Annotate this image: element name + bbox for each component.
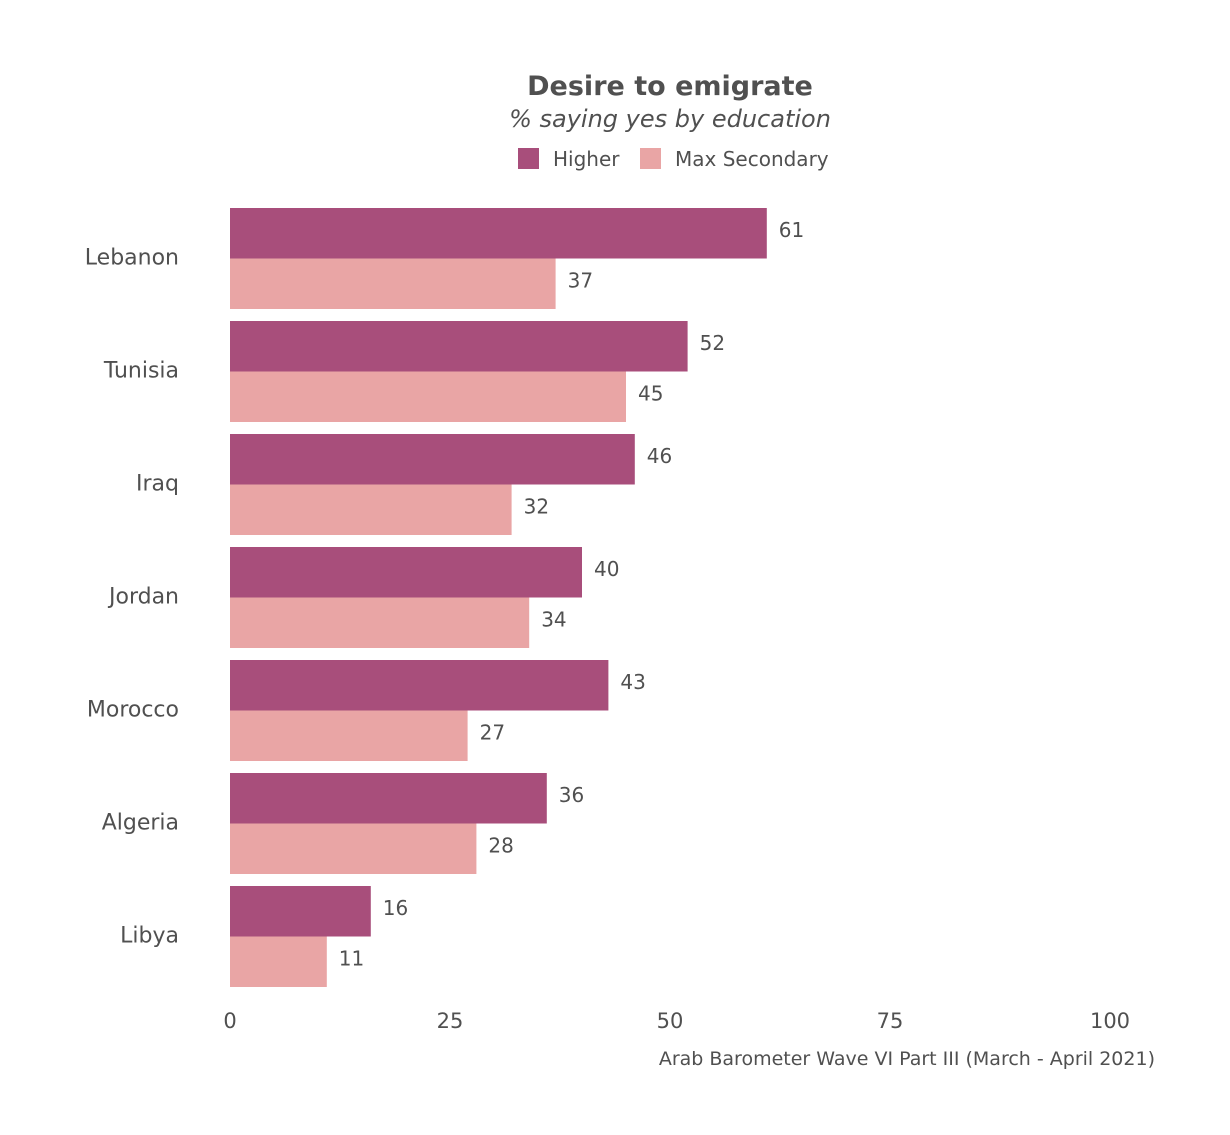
category-label-iraq: Iraq — [136, 472, 179, 497]
data-label-jordan-higher: 40 — [594, 557, 619, 581]
bar-libya-higher — [230, 886, 371, 937]
data-label-libya-higher: 16 — [383, 896, 408, 920]
category-label-algeria: Algeria — [102, 811, 179, 836]
data-label-jordan-max-secondary: 34 — [541, 607, 566, 631]
bar-morocco-max-secondary — [230, 710, 468, 761]
data-label-tunisia-higher: 52 — [700, 331, 725, 355]
chart-subtitle: % saying yes by education — [509, 105, 831, 133]
x-tick-label-100: 100 — [1090, 1009, 1130, 1033]
bar-lebanon-max-secondary — [230, 258, 556, 309]
bar-tunisia-max-secondary — [230, 371, 626, 422]
data-label-morocco-max-secondary: 27 — [480, 720, 505, 744]
data-label-libya-max-secondary: 11 — [339, 946, 364, 970]
data-label-algeria-max-secondary: 28 — [488, 833, 513, 857]
category-label-morocco: Morocco — [87, 698, 179, 723]
category-label-lebanon: Lebanon — [85, 246, 179, 271]
x-tick-label-25: 25 — [437, 1009, 464, 1033]
legend-label-higher: Higher — [553, 147, 620, 171]
bar-libya-max-secondary — [230, 936, 327, 987]
legend-swatch-max-secondary — [640, 148, 661, 169]
data-label-lebanon-higher: 61 — [779, 218, 804, 242]
data-label-iraq-max-secondary: 32 — [524, 494, 549, 518]
bars-group: 61 37 52 45 46 32 40 34 43 27 36 28 16 11 — [230, 208, 804, 987]
category-label-jordan: Jordan — [107, 585, 179, 610]
data-label-lebanon-max-secondary: 37 — [568, 268, 593, 292]
bar-morocco-higher — [230, 660, 609, 711]
source-caption: Arab Barometer Wave VI Part III (March -… — [659, 1048, 1155, 1070]
data-label-algeria-higher: 36 — [559, 783, 584, 807]
category-labels: Lebanon Tunisia Iraq Jordan Morocco Algeria Li… — [85, 246, 179, 949]
bar-tunisia-higher — [230, 321, 688, 372]
data-label-morocco-higher: 43 — [620, 670, 645, 694]
bar-jordan-max-secondary — [230, 597, 530, 648]
bar-lebanon-higher — [230, 208, 767, 259]
data-label-iraq-higher: 46 — [647, 444, 672, 468]
x-tick-label-50: 50 — [657, 1009, 684, 1033]
bar-jordan-higher — [230, 547, 582, 598]
chart-title: Desire to emigrate — [527, 71, 813, 102]
category-label-tunisia: Tunisia — [103, 359, 179, 384]
bar-algeria-max-secondary — [230, 823, 477, 874]
legend-swatch-higher — [518, 148, 539, 169]
category-label-libya: Libya — [120, 924, 179, 949]
bar-algeria-higher — [230, 773, 547, 824]
x-tick-label-75: 75 — [877, 1009, 904, 1033]
legend-label-max-secondary: Max Secondary — [675, 147, 829, 171]
x-tick-label-0: 0 — [223, 1009, 236, 1033]
legend: Higher Max Secondary — [518, 147, 829, 171]
bar-iraq-higher — [230, 434, 635, 485]
bar-iraq-max-secondary — [230, 484, 512, 535]
x-axis-ticks: 0 25 50 75 100 — [223, 1009, 1130, 1033]
data-label-tunisia-max-secondary: 45 — [638, 381, 663, 405]
